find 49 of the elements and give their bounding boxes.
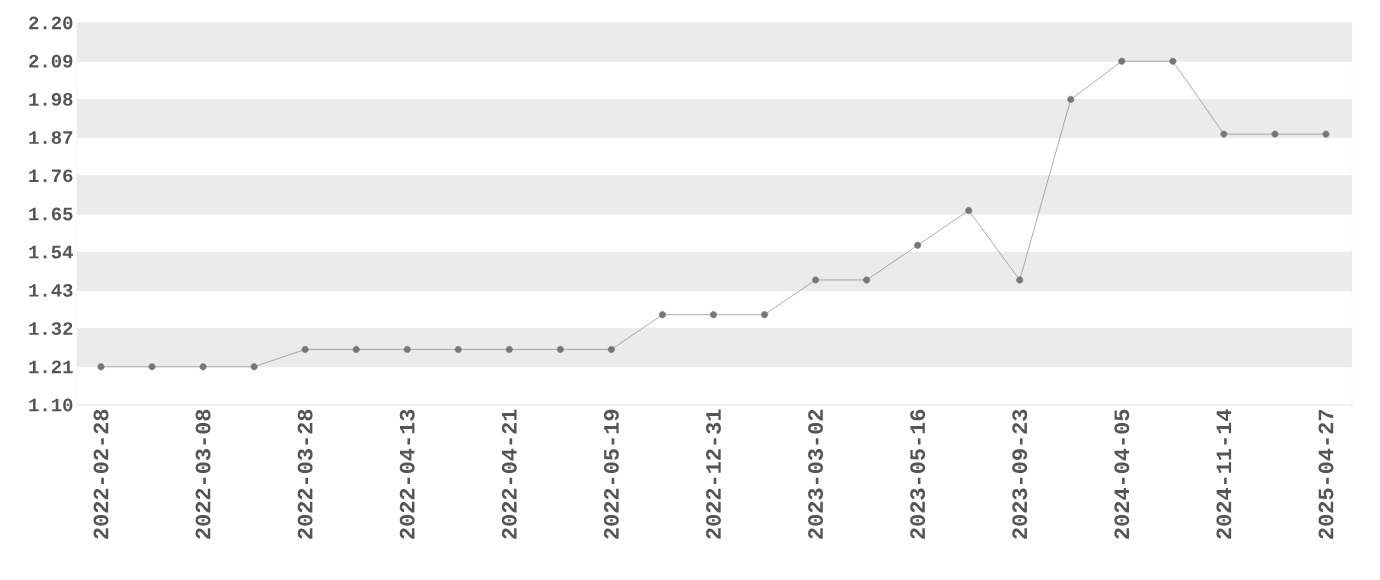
x-tick-label: 2022-04-13: [399, 409, 415, 539]
point: [97, 363, 105, 371]
y-tick-label: 1.76: [29, 169, 73, 183]
y-tick-label: 2.09: [29, 54, 73, 68]
y-tick-label: 1.98: [29, 92, 73, 106]
point: [965, 207, 973, 215]
x-tick-label: 2023-05-16: [910, 409, 926, 539]
x-tick-label: 2023-09-23: [1012, 409, 1028, 539]
point: [301, 345, 309, 353]
y-tick-label: 1.21: [29, 360, 73, 374]
x-tick-label: 2022-03-08: [195, 409, 211, 539]
y-tick-label: 1.43: [29, 283, 73, 297]
x-tick-label: 2023-03-02: [808, 409, 824, 539]
point: [505, 345, 513, 353]
point: [863, 276, 871, 284]
y-tick-label: 1.87: [29, 131, 73, 145]
point: [352, 345, 360, 353]
point: [1118, 57, 1126, 65]
point: [1169, 57, 1177, 65]
point: [250, 363, 258, 371]
x-tick-label: 2022-05-19: [603, 409, 619, 539]
point: [761, 311, 769, 319]
point: [1322, 130, 1330, 138]
point: [148, 363, 156, 371]
point: [199, 363, 207, 371]
y-tick-label: 1.54: [29, 245, 73, 259]
point: [709, 311, 717, 319]
y-tick-label: 1.65: [29, 207, 73, 221]
y-tick-label: 1.32: [29, 322, 73, 336]
point: [1220, 130, 1228, 138]
point: [1067, 95, 1075, 103]
x-tick-label: 2024-04-05: [1114, 409, 1130, 539]
point: [1271, 130, 1279, 138]
x-tick-label: 2024-11-14: [1216, 409, 1232, 539]
y-tick-label: 1.10: [29, 398, 73, 412]
point: [914, 241, 922, 249]
x-tick-label: 2022-12-31: [706, 409, 721, 539]
point: [1016, 276, 1024, 284]
x-tick-label: 2022-03-28: [297, 409, 313, 539]
point: [454, 345, 462, 353]
y-tick-label: 2.20: [29, 16, 73, 30]
x-tick-label: 2022-04-21: [501, 409, 517, 539]
point: [556, 345, 564, 353]
point: [607, 345, 615, 353]
point: [812, 276, 820, 284]
point: [658, 311, 666, 319]
point: [403, 345, 411, 353]
x-tick-label: 2022-02-28: [93, 409, 109, 539]
x-tick-label: 2025-04-27: [1318, 410, 1334, 539]
